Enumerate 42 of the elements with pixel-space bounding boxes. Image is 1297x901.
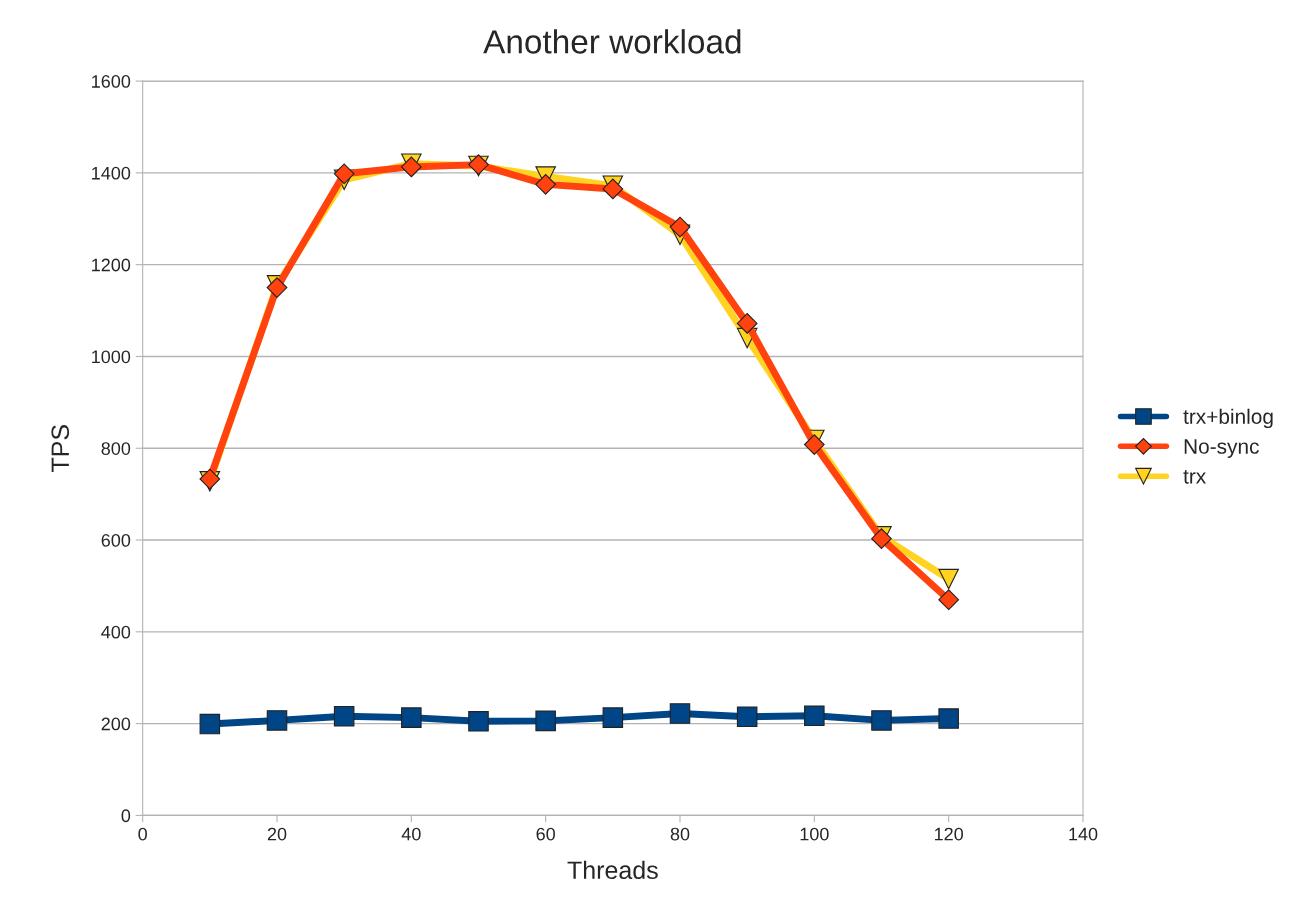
legend-label: trx+binlog — [1183, 408, 1273, 429]
point — [736, 706, 758, 728]
point — [333, 163, 355, 185]
point — [938, 568, 959, 590]
x-tick-label: 80 — [670, 827, 690, 841]
point — [938, 708, 959, 729]
point — [736, 313, 758, 334]
x-tick-label: 120 — [934, 827, 964, 841]
point — [401, 707, 422, 728]
y-tick-label: 1400 — [92, 166, 131, 180]
x-tick-label: 60 — [536, 827, 555, 841]
legend-label: trx — [1183, 470, 1206, 484]
point — [535, 173, 557, 195]
x-tick-label: 0 — [138, 827, 147, 841]
chart-title: Another workload — [483, 29, 741, 54]
y-tick-label: 0 — [121, 809, 131, 823]
y-tick-label: 1600 — [92, 75, 131, 88]
point — [266, 710, 288, 731]
y-tick-label: 1000 — [92, 350, 131, 364]
point — [602, 707, 624, 728]
x-tick-label: 140 — [1069, 827, 1098, 841]
y-axis-title: TPS — [51, 425, 70, 472]
point — [199, 713, 221, 735]
legend-label: No-sync — [1184, 439, 1259, 458]
point — [871, 710, 892, 731]
point — [804, 705, 825, 727]
x-tick-label: 40 — [401, 827, 421, 841]
y-tick-label: 800 — [101, 442, 131, 455]
x-tick-label: 20 — [267, 827, 287, 841]
point — [535, 710, 556, 732]
point — [669, 216, 691, 238]
y-tick-label: 600 — [101, 533, 131, 547]
y-tick-label: 200 — [101, 717, 131, 731]
x-tick-label: 100 — [800, 827, 829, 841]
y-tick-label: 1200 — [92, 258, 131, 272]
point — [803, 434, 825, 455]
point — [333, 705, 355, 727]
point — [669, 703, 691, 724]
point — [468, 711, 489, 732]
y-tick-label: 400 — [101, 625, 131, 639]
point — [938, 589, 960, 611]
x-axis-title: Threads — [567, 860, 658, 880]
